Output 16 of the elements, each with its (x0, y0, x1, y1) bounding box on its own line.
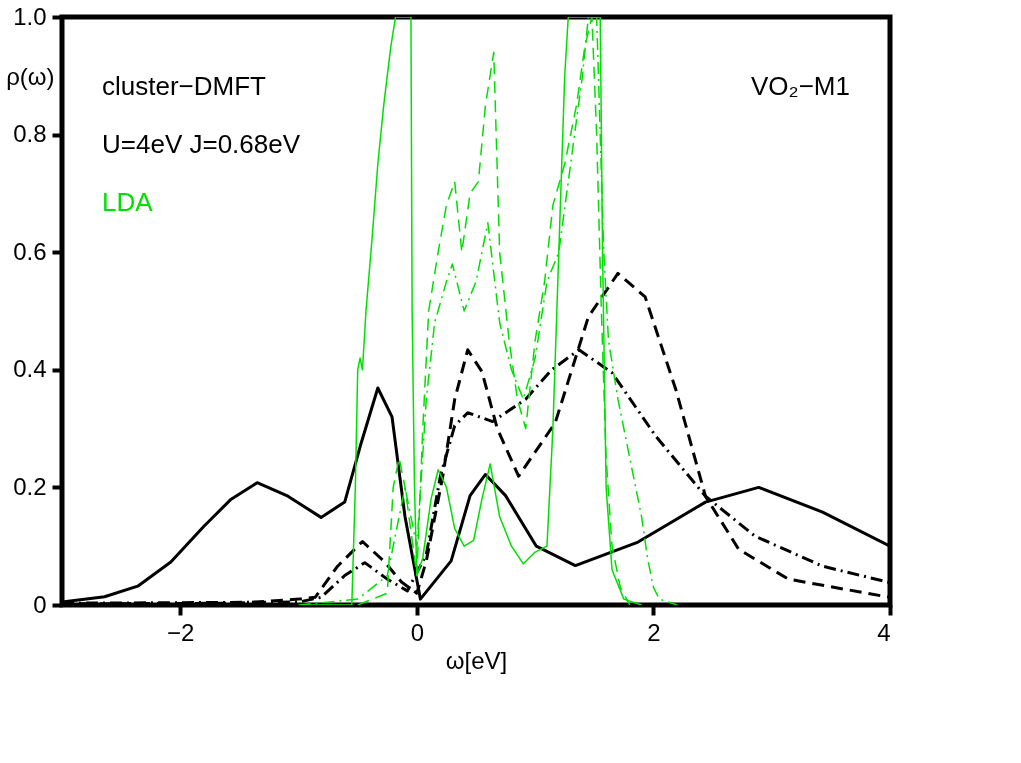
annotation: cluster−DMFT (102, 71, 267, 101)
annotation: VO₂−M1 (751, 71, 850, 101)
y-tick-label: 0.8 (13, 120, 47, 148)
x-tick-label: 4 (877, 618, 891, 646)
x-tick-label: 2 (647, 618, 661, 646)
annotation: LDA (102, 187, 154, 217)
x-axis-title: ω[eV] (445, 646, 508, 674)
y-tick-label: 1.0 (13, 2, 47, 30)
y-tick-label: 0.6 (13, 237, 47, 265)
annotation: U=4eV J=0.68eV (102, 129, 301, 159)
x-tick-label: −2 (167, 618, 195, 646)
y-axis-title: ρ(ω) (6, 62, 55, 90)
y-tick-label: 0.2 (13, 472, 47, 500)
x-tick-label: 0 (410, 618, 425, 646)
y-tick-label: 0.4 (13, 355, 47, 383)
y-tick-label: 0 (33, 590, 47, 618)
